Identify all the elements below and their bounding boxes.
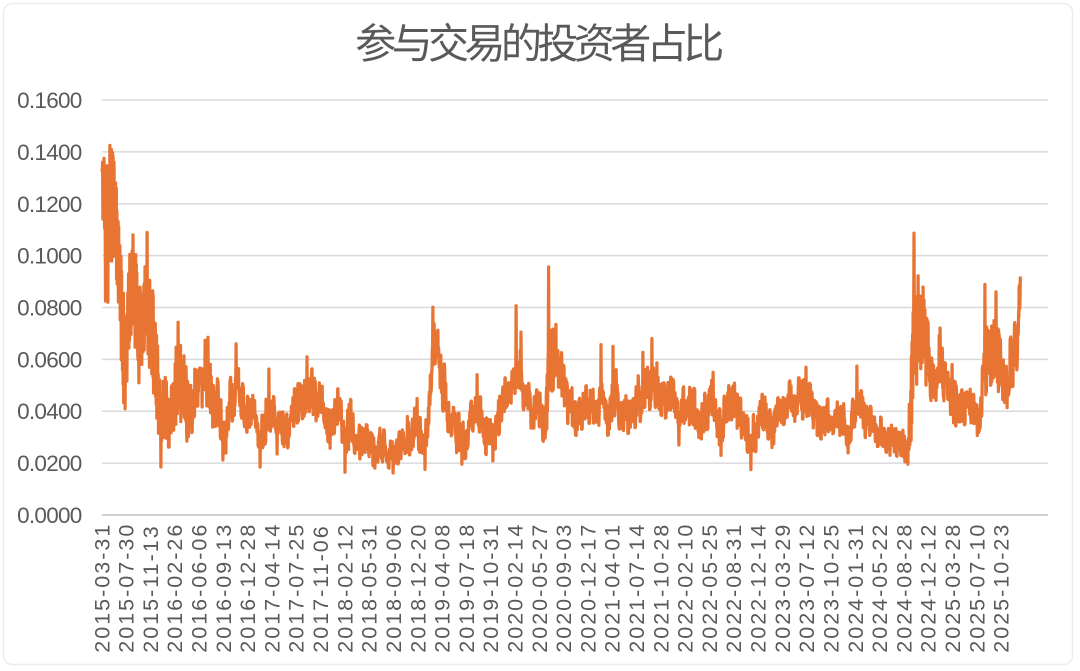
svg-text:2019-07-18: 2019-07-18 (455, 523, 479, 653)
svg-text:0.0400: 0.0400 (17, 399, 82, 424)
svg-text:2024-01-31: 2024-01-31 (844, 523, 868, 653)
svg-text:2017-11-06: 2017-11-06 (309, 524, 333, 652)
svg-text:2022-05-25: 2022-05-25 (698, 523, 722, 653)
svg-text:0.1000: 0.1000 (17, 244, 82, 269)
svg-text:2021-04-01: 2021-04-01 (601, 523, 625, 653)
svg-text:2015-11-13: 2015-11-13 (139, 524, 163, 652)
svg-text:2025-03-28: 2025-03-28 (941, 523, 965, 653)
svg-text:2022-02-10: 2022-02-10 (674, 523, 698, 653)
svg-text:2018-05-31: 2018-05-31 (358, 523, 382, 653)
svg-text:2019-04-08: 2019-04-08 (431, 523, 455, 653)
svg-text:2015-03-31: 2015-03-31 (90, 523, 114, 653)
svg-text:2020-12-17: 2020-12-17 (576, 523, 600, 653)
svg-text:0.1200: 0.1200 (17, 192, 82, 217)
svg-text:2017-04-14: 2017-04-14 (260, 523, 284, 653)
svg-text:2024-08-28: 2024-08-28 (892, 523, 916, 653)
svg-text:2022-12-14: 2022-12-14 (747, 523, 771, 653)
svg-text:0.0800: 0.0800 (17, 296, 82, 321)
svg-text:2021-07-14: 2021-07-14 (625, 523, 649, 653)
svg-text:2025-07-10: 2025-07-10 (965, 523, 989, 653)
svg-text:2022-08-31: 2022-08-31 (722, 523, 746, 653)
svg-text:0.0000: 0.0000 (17, 503, 82, 528)
svg-text:0.0200: 0.0200 (17, 451, 82, 476)
svg-text:2019-10-31: 2019-10-31 (479, 523, 503, 653)
svg-text:2020-05-27: 2020-05-27 (528, 523, 552, 653)
svg-text:0.0600: 0.0600 (17, 347, 82, 372)
svg-text:2018-12-20: 2018-12-20 (406, 523, 430, 653)
svg-text:2016-12-28: 2016-12-28 (236, 523, 260, 653)
svg-text:2020-09-03: 2020-09-03 (552, 523, 576, 653)
svg-text:0.1400: 0.1400 (17, 140, 82, 165)
svg-text:2025-10-23: 2025-10-23 (990, 523, 1014, 653)
svg-text:2024-05-22: 2024-05-22 (868, 523, 892, 653)
svg-text:2015-07-30: 2015-07-30 (115, 523, 139, 653)
svg-text:0.1600: 0.1600 (17, 88, 82, 113)
svg-text:2024-12-12: 2024-12-12 (917, 523, 941, 653)
svg-text:2016-06-06: 2016-06-06 (188, 523, 212, 653)
svg-text:2018-09-06: 2018-09-06 (382, 523, 406, 653)
svg-text:2021-10-28: 2021-10-28 (649, 523, 673, 653)
svg-text:2023-03-29: 2023-03-29 (771, 523, 795, 653)
svg-text:2023-10-25: 2023-10-25 (819, 523, 843, 653)
svg-text:2023-07-12: 2023-07-12 (795, 523, 819, 653)
svg-text:2020-02-14: 2020-02-14 (504, 523, 528, 653)
svg-text:2016-09-13: 2016-09-13 (212, 523, 236, 653)
svg-text:2016-02-26: 2016-02-26 (163, 523, 187, 653)
svg-text:2018-02-12: 2018-02-12 (333, 523, 357, 653)
svg-text:2017-07-25: 2017-07-25 (285, 523, 309, 653)
